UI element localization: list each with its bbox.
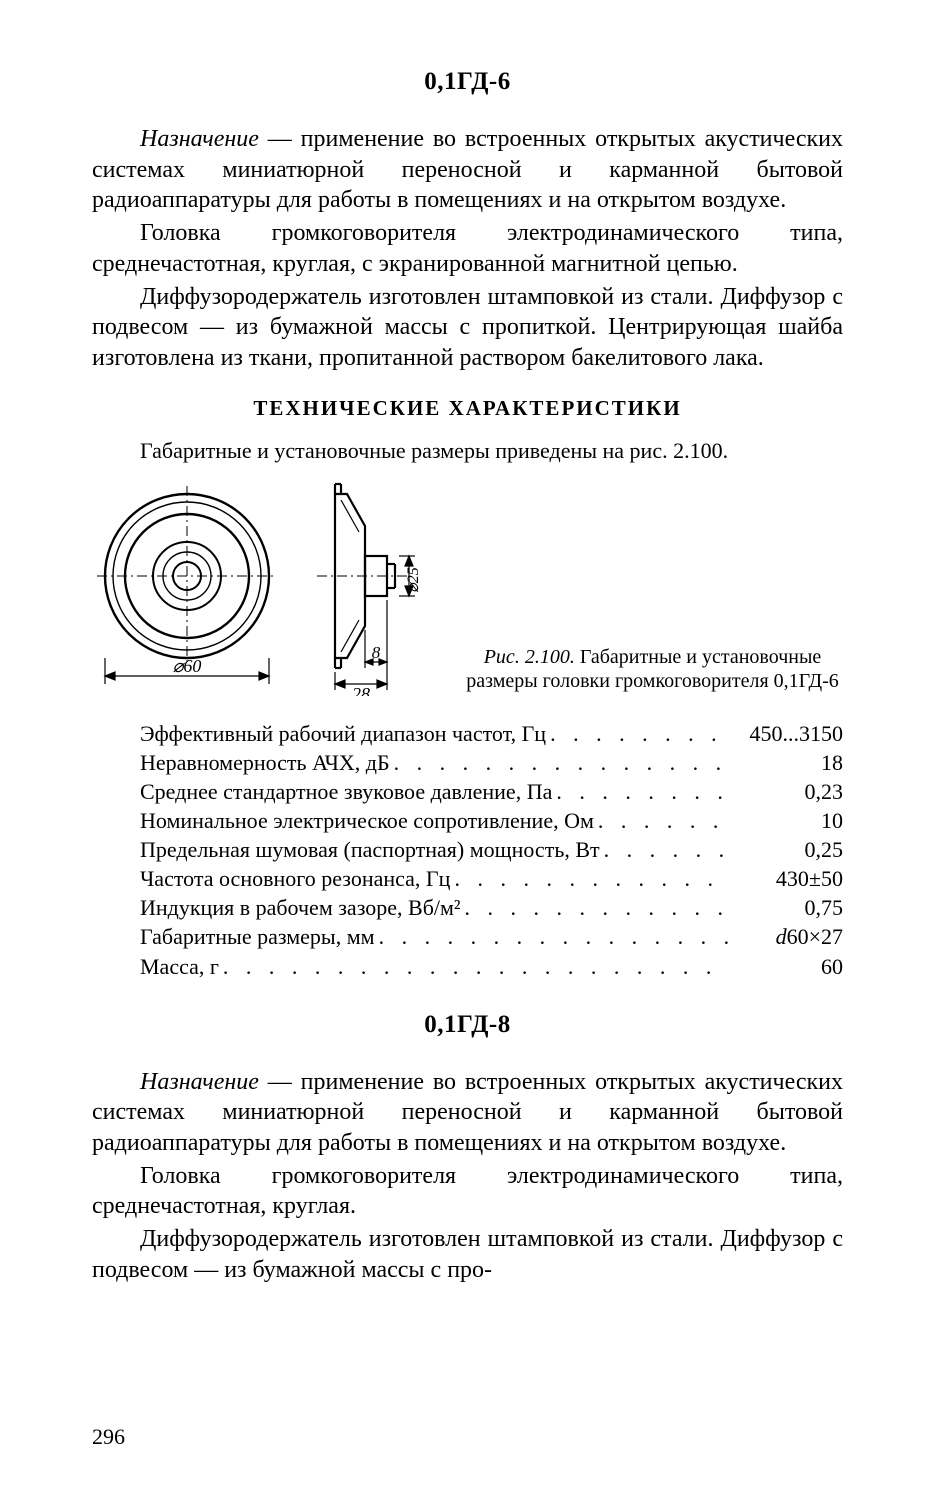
figure-row: ⌀60: [92, 476, 843, 701]
spec-label: Масса, г: [140, 952, 219, 981]
spec-row: Частота основного резонанса, Гц 430±50: [140, 864, 843, 893]
dim-magnet-depth: 8: [372, 643, 381, 662]
spec-label: Номинальное электрическое сопротивление,…: [140, 806, 594, 835]
spec-label: Индукция в рабочем зазоре, Вб/м²: [140, 893, 461, 922]
spec-value: 0,23: [733, 777, 843, 806]
spec-leader-dots: [465, 893, 729, 922]
figure-caption: Рис. 2.100. Габаритные и установочные ра…: [462, 645, 843, 701]
spec-row: Эффективный рабочий диапазон частот, Гц 4…: [140, 719, 843, 748]
spec-list: Эффективный рабочий диапазон частот, Гц 4…: [140, 719, 843, 980]
gd8-para1-lead: Назначение: [140, 1069, 259, 1095]
speaker-diagram: ⌀60: [92, 476, 432, 701]
gd6-para1-lead: Назначение: [140, 126, 259, 152]
spec-label: Предельная шумовая (паспортная) мощность…: [140, 835, 600, 864]
page: 0,1ГД-6 Назначение — применение во встро…: [0, 0, 935, 1500]
spec-row: Индукция в рабочем зазоре, Вб/м² 0,75: [140, 893, 843, 922]
dim-front-dia: ⌀60: [173, 656, 202, 676]
gd6-para-1: Назначение — применение во встроенных от…: [92, 124, 843, 216]
dims-note: Габаритные и установочные размеры привед…: [92, 437, 843, 465]
gd8-para-2: Головка громкоговорителя электродинамиче…: [92, 1161, 843, 1222]
spec-leader-dots: [550, 719, 729, 748]
tech-spec-heading: ТЕХНИЧЕСКИЕ ХАРАКТЕРИСТИКИ: [92, 396, 843, 421]
gd6-para-2: Головка громкоговорителя электродинамиче…: [92, 218, 843, 279]
spec-row: Неравномерность АЧХ, дБ 18: [140, 748, 843, 777]
spec-leader-dots: [394, 748, 729, 777]
spec-leader-dots: [379, 922, 729, 951]
spec-leader-dots: [556, 777, 729, 806]
spec-value: 10: [733, 806, 843, 835]
spec-value: 430±50: [733, 864, 843, 893]
page-number: 296: [92, 1424, 125, 1450]
spec-label: Среднее стандартное звуковое давление, П…: [140, 777, 552, 806]
section-title-gd8: 0,1ГД-8: [92, 1011, 843, 1039]
spec-label: Эффективный рабочий диапазон частот, Гц: [140, 719, 546, 748]
spec-row: Среднее стандартное звуковое давление, П…: [140, 777, 843, 806]
gd6-para-3: Диффузородержатель изготовлен штамповкой…: [92, 282, 843, 374]
spec-label: Частота основного резонанса, Гц: [140, 864, 450, 893]
spec-row: Габаритные размеры, мм d60×27: [140, 922, 843, 951]
dim-back-dia: ⌀25: [405, 567, 422, 593]
gd8-para-1: Назначение — применение во встроенных от…: [92, 1067, 843, 1159]
spec-row: Предельная шумовая (паспортная) мощность…: [140, 835, 843, 864]
spec-leader-dots: [604, 835, 729, 864]
gd8-para-3: Диффузородержатель изготовлен штамповкой…: [92, 1224, 843, 1285]
spec-label: Неравномерность АЧХ, дБ: [140, 748, 390, 777]
spec-leader-dots: [454, 864, 729, 893]
spec-value: 18: [733, 748, 843, 777]
spec-leader-dots: [598, 806, 729, 835]
figure-number: Рис. 2.100.: [484, 646, 575, 668]
spec-value: 0,25: [733, 835, 843, 864]
spec-row: Масса, г 60: [140, 952, 843, 981]
spec-leader-dots: [223, 952, 729, 981]
spec-value: 60: [733, 952, 843, 981]
spec-value: 0,75: [733, 893, 843, 922]
dim-total-depth: 28: [352, 684, 370, 696]
spec-value: 450...3150: [733, 719, 843, 748]
spec-label: Габаритные размеры, мм: [140, 922, 375, 951]
section-title-gd6: 0,1ГД-6: [92, 68, 843, 96]
spec-row: Номинальное электрическое сопротивление,…: [140, 806, 843, 835]
spec-value: d60×27: [733, 922, 843, 951]
